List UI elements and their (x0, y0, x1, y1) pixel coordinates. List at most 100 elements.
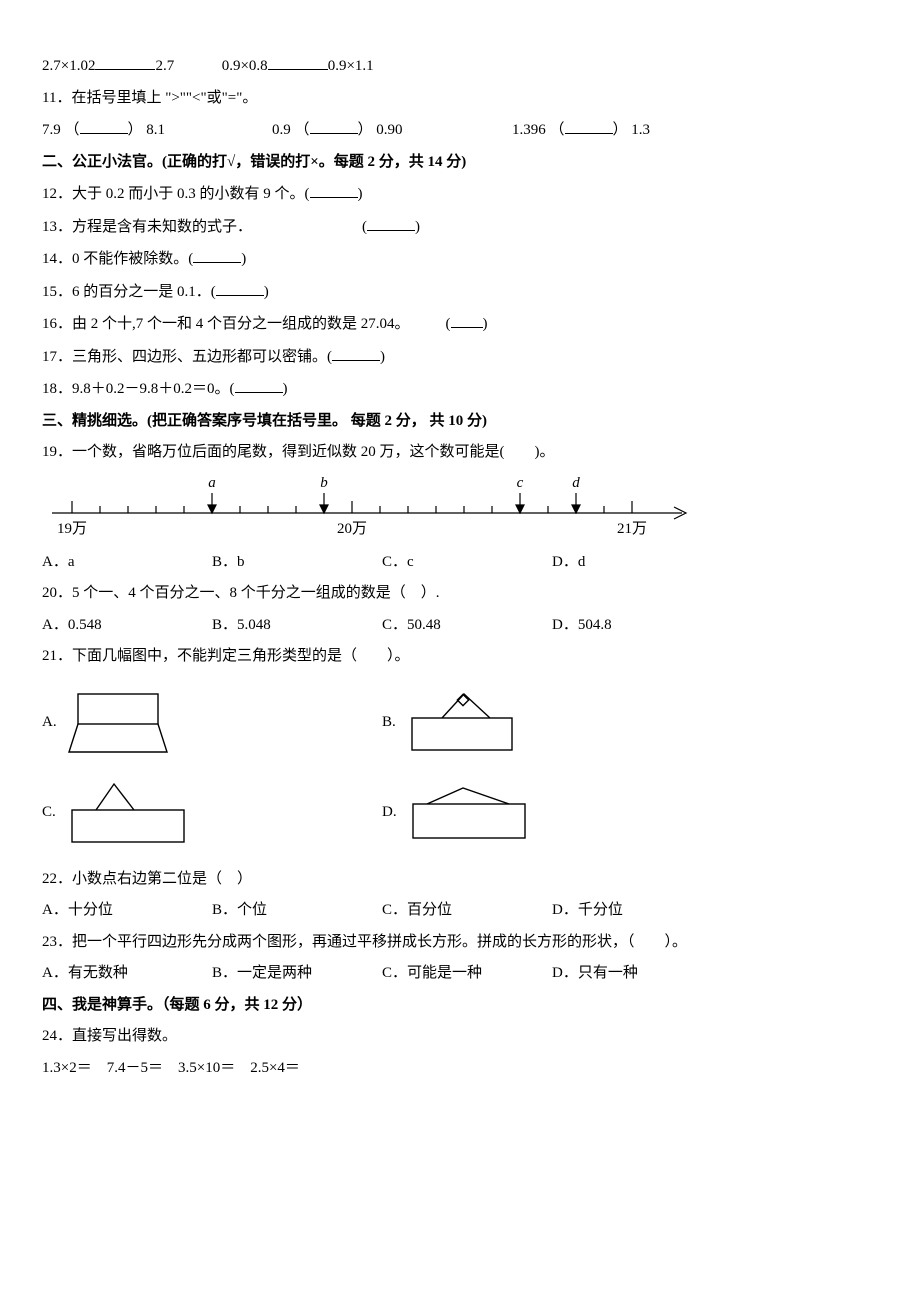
q21-D[interactable]: D. (382, 780, 722, 846)
q21: 21．下面几幅图中，不能判定三角形类型的是（ ）。 (42, 645, 878, 668)
q11b-l: 0.9 （ (272, 122, 310, 138)
q-text: 9.8＋0.2－9.8＋0.2＝0。( (72, 381, 235, 397)
label-d: d (572, 475, 580, 491)
q19: 19．一个数，省略万位后面的尾数，得到近似数 20 万，这个数可能是( )。 (42, 441, 878, 464)
opt-C[interactable]: C．可能是一种 (382, 962, 552, 985)
blank[interactable] (310, 118, 358, 134)
q13: 13．方程是含有未知数的式子．() (42, 215, 878, 239)
opt-B[interactable]: B．个位 (212, 899, 382, 922)
q-number: 15． (42, 284, 72, 300)
opt-A[interactable]: A．有无数种 (42, 962, 212, 985)
q11: 11．在括号里填上 ">""<"或"="。 (42, 87, 878, 110)
tick-20: 20万 (337, 521, 367, 537)
q-text: 大于 0.2 而小于 0.3 的小数有 9 个。( (72, 186, 310, 202)
paren-right: ) (483, 316, 488, 332)
opt-D[interactable]: D．504.8 (552, 614, 722, 637)
paren-right: ) (264, 284, 269, 300)
expr: 7.4－5＝ (107, 1060, 163, 1076)
q-number: 24． (42, 1028, 72, 1044)
q-number: 12． (42, 186, 72, 202)
q11-answers: 7.9 （） 8.1 0.9 （） 0.90 1.396 （） 1.3 (42, 118, 878, 142)
opt-A[interactable]: A．十分位 (42, 899, 212, 922)
q12: 12．大于 0.2 而小于 0.3 的小数有 9 个。() (42, 182, 878, 206)
opt-B[interactable]: B．一定是两种 (212, 962, 382, 985)
q-text: 一个数，省略万位后面的尾数，得到近似数 20 万，这个数可能是( )。 (72, 444, 555, 460)
q21-row2: C. D. (42, 778, 878, 848)
paren-right: ) (283, 381, 288, 397)
expr: 1.3×2＝ (42, 1060, 92, 1076)
expr1-right: 2.7 (155, 58, 174, 74)
q22: 22．小数点右边第二位是（ ） (42, 868, 878, 891)
q-number: 23． (42, 934, 72, 950)
q20: 20．5 个一、4 个百分之一、8 个千分之一组成的数是（ ）. (42, 582, 878, 605)
shape-C-icon (62, 778, 192, 848)
q-text: 方程是含有未知数的式子． (72, 219, 252, 235)
q-number: 19． (42, 444, 72, 460)
opt-C[interactable]: C．百分位 (382, 899, 552, 922)
q23: 23．把一个平行四边形先分成两个图形，再通过平移拼成长方形。拼成的长方形的形状，… (42, 931, 878, 954)
blank[interactable] (80, 118, 128, 134)
q11a-l: 7.9 （ (42, 122, 80, 138)
opt-A[interactable]: A．a (42, 551, 212, 574)
q-number: 14． (42, 251, 72, 267)
q11c-r: ） 1.3 (613, 122, 651, 138)
tick-19: 19万 (57, 521, 87, 537)
expr1-left: 2.7×1.02 (42, 58, 95, 74)
opt-C[interactable]: C．c (382, 551, 552, 574)
q-number: 22． (42, 871, 72, 887)
opt-C[interactable]: C．50.48 (382, 614, 552, 637)
expr2-right: 0.9×1.1 (328, 58, 374, 74)
expr: 3.5×10＝ (178, 1060, 235, 1076)
q-number: 16． (42, 316, 72, 332)
paren-right: ) (358, 186, 363, 202)
q17: 17．三角形、四边形、五边形都可以密铺。() (42, 345, 878, 369)
blank[interactable] (310, 182, 358, 198)
q21-C[interactable]: C. (42, 778, 382, 848)
q-number: 11． (42, 90, 71, 106)
q-number: 17． (42, 349, 72, 365)
opt-D[interactable]: D．d (552, 551, 722, 574)
q11a-r: ） 8.1 (128, 122, 166, 138)
blank[interactable] (451, 312, 483, 328)
opt-B[interactable]: B．5.048 (212, 614, 382, 637)
q16: 16．由 2 个十,7 个一和 4 个百分之一组成的数是 27.04。() (42, 312, 878, 336)
q19-options: A．a B．b C．c D．d (42, 551, 878, 574)
q21-B[interactable]: B. (382, 688, 722, 758)
q14: 14．0 不能作被除数。() (42, 247, 878, 271)
shape-B-icon (402, 688, 522, 758)
shape-D-icon (403, 780, 533, 846)
blank[interactable] (332, 345, 380, 361)
opt-A[interactable]: A．0.548 (42, 614, 212, 637)
blank[interactable] (367, 215, 415, 231)
q-text: 把一个平行四边形先分成两个图形，再通过平移拼成长方形。拼成的长方形的形状，（ ）… (72, 934, 687, 950)
blank[interactable] (268, 54, 328, 70)
q21-row1: A. B. (42, 688, 878, 758)
label-b: b (320, 475, 328, 491)
opt-D[interactable]: D．千分位 (552, 899, 722, 922)
blank[interactable] (95, 54, 155, 70)
q-number: 21． (42, 648, 72, 664)
section-2-heading: 二、公正小法官。(正确的打√，错误的打×。每题 2 分，共 14 分) (42, 151, 878, 174)
q24: 24．直接写出得数。 (42, 1025, 878, 1048)
blank[interactable] (193, 247, 241, 263)
q-text: 0 不能作被除数。( (72, 251, 193, 267)
blank[interactable] (216, 280, 264, 296)
shape-A-icon (63, 688, 173, 758)
q-text: 小数点右边第二位是（ ） (72, 871, 252, 887)
q-number: 20． (42, 585, 72, 601)
q18: 18．9.8＋0.2－9.8＋0.2＝0。() (42, 377, 878, 401)
opt-label: A. (42, 711, 57, 734)
blank[interactable] (235, 377, 283, 393)
opt-D[interactable]: D．只有一种 (552, 962, 722, 985)
blank[interactable] (565, 118, 613, 134)
expr-line: 2.7×1.022.7 0.9×0.80.9×1.1 (42, 54, 878, 78)
expr: 2.5×4＝ (250, 1060, 300, 1076)
q-number: 13． (42, 219, 72, 235)
q-text: 5 个一、4 个百分之一、8 个千分之一组成的数是（ ）. (72, 585, 440, 601)
q24-exprs: 1.3×2＝ 7.4－5＝ 3.5×10＝ 2.5×4＝ (42, 1057, 878, 1080)
q-text: 三角形、四边形、五边形都可以密铺。( (72, 349, 332, 365)
q21-A[interactable]: A. (42, 688, 382, 758)
opt-B[interactable]: B．b (212, 551, 382, 574)
opt-label: D. (382, 801, 397, 824)
q-text: 6 的百分之一是 0.1．( (72, 284, 216, 300)
